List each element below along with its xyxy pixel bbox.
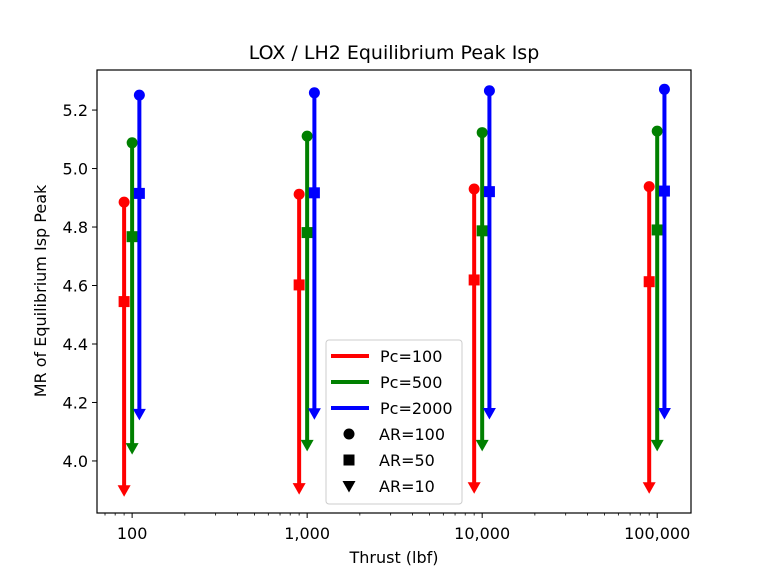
point-ar10 [642, 482, 656, 494]
point-ar10 [650, 439, 664, 452]
point-ar10 [467, 482, 481, 494]
legend-marker-square [343, 454, 355, 466]
legend-label: AR=10 [379, 477, 435, 496]
y-tick-label: 4.4 [63, 335, 88, 354]
y-axis-title: MR of Equilibrium Isp Peak [31, 184, 50, 397]
point-ar10 [292, 483, 306, 495]
point-ar50 [126, 231, 138, 243]
axes-frame [96, 69, 692, 514]
x-tick-label: 100,000 [624, 524, 690, 543]
point-ar10 [307, 408, 321, 420]
point-ar100 [126, 137, 138, 149]
y-tick-label: 5.2 [63, 101, 88, 120]
legend-marker-circle [343, 428, 355, 440]
point-ar10 [482, 407, 496, 420]
point-ar10 [117, 485, 131, 497]
y-tick-label: 4.2 [63, 393, 88, 412]
point-ar100 [301, 130, 313, 142]
point-ar50 [658, 185, 670, 197]
point-ar50 [308, 187, 320, 199]
point-ar50 [118, 296, 130, 308]
point-ar100 [308, 87, 320, 99]
point-ar10 [475, 439, 489, 452]
point-ar50 [293, 279, 305, 291]
plot-area [117, 83, 671, 497]
point-ar50 [651, 224, 663, 236]
point-ar50 [476, 225, 488, 237]
legend-label: Pc=100 [380, 347, 442, 366]
legend-label: AR=100 [379, 425, 445, 444]
point-ar100 [468, 183, 480, 195]
point-ar100 [133, 89, 145, 101]
chart-title: LOX / LH2 Equilibrium Peak Isp [249, 42, 540, 64]
point-ar50 [301, 227, 313, 239]
point-ar100 [483, 85, 495, 97]
point-ar50 [468, 274, 480, 286]
y-tick-label: 4.0 [63, 452, 88, 471]
x-tick-label: 10,000 [454, 524, 510, 543]
point-ar10 [657, 407, 671, 420]
point-ar10 [300, 439, 314, 452]
y-tick-label: 5.0 [63, 160, 88, 179]
point-ar100 [476, 127, 488, 139]
legend-label: Pc=500 [380, 373, 442, 392]
x-tick-label: 1,000 [284, 524, 330, 543]
legend-label: Pc=2000 [380, 399, 453, 418]
legend-label: AR=50 [379, 451, 435, 470]
point-ar100 [651, 125, 663, 137]
y-axis: 4.0 4.2 4.4 4.6 4.8 5.0 5.2 [63, 101, 97, 471]
x-axis-title: Thrust (lbf) [348, 548, 438, 567]
axes-border [96, 69, 692, 514]
point-ar100 [658, 83, 670, 95]
point-ar100 [643, 181, 655, 193]
x-tick-label: 100 [117, 524, 148, 543]
point-ar100 [293, 188, 305, 200]
point-ar50 [643, 276, 655, 288]
y-tick-label: 4.6 [63, 277, 88, 296]
y-tick-label: 4.8 [63, 218, 88, 237]
point-ar10 [132, 408, 146, 421]
x-axis: 100 1,000 10,000 100,000 [104, 513, 690, 543]
legend-marker-triangle-down [342, 481, 356, 493]
point-ar50 [483, 186, 495, 198]
point-ar50 [133, 187, 145, 199]
legend: Pc=100 Pc=500 Pc=2000 AR=100 AR=50 AR=10 [325, 339, 463, 505]
point-ar10 [125, 443, 139, 455]
point-ar100 [118, 196, 130, 208]
